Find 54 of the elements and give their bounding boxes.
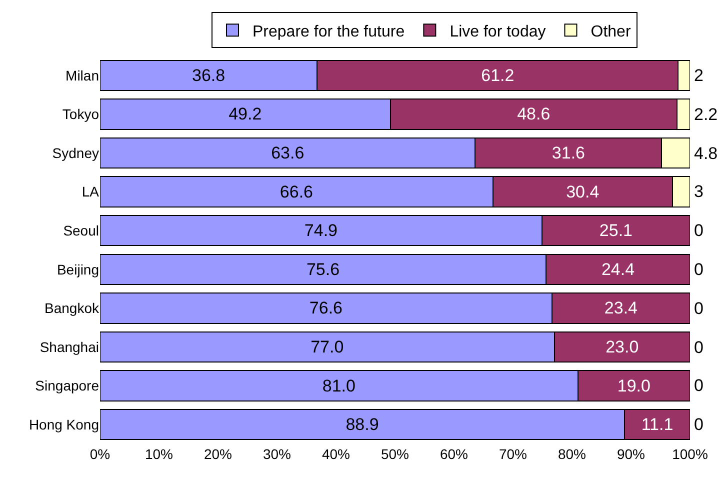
- data-label: 11.1: [641, 415, 674, 434]
- data-label: 88.9: [346, 415, 379, 434]
- data-label: 77.0: [310, 338, 344, 356]
- data-label: 0: [694, 376, 704, 395]
- y-tick-label: Sydney: [52, 144, 99, 161]
- data-label: 0: [694, 221, 704, 240]
- data-label: 61.2: [481, 66, 514, 85]
- data-label: 23.0: [606, 338, 639, 356]
- data-label: 2.2: [694, 105, 718, 124]
- x-tick-label: 20%: [204, 446, 232, 462]
- y-tick-label: LA: [82, 184, 100, 200]
- x-tick-label: 40%: [322, 446, 350, 462]
- x-tick-label: 10%: [144, 446, 174, 462]
- x-tick-label: 60%: [440, 446, 468, 462]
- data-label: 23.4: [604, 298, 638, 318]
- data-label: 36.8: [192, 66, 226, 85]
- data-label: 75.6: [306, 260, 340, 279]
- data-label: 74.9: [304, 221, 338, 240]
- data-label: 48.6: [517, 104, 550, 124]
- y-tick-label: Beijing: [56, 261, 99, 278]
- data-label: 81.0: [322, 376, 356, 396]
- data-label: 31.6: [552, 144, 586, 162]
- y-tick-label: Hong Kong: [28, 416, 99, 432]
- data-label: 0: [694, 415, 704, 434]
- data-label: 0: [694, 338, 704, 357]
- data-label: 4.8: [694, 144, 718, 163]
- x-tick-label: 50%: [380, 446, 410, 462]
- x-tick-label: 0%: [90, 446, 110, 462]
- y-tick-label: Seoul: [63, 222, 99, 238]
- x-tick-label: 100%: [672, 446, 708, 462]
- data-label: 66.6: [280, 182, 314, 202]
- x-tick-label: 30%: [262, 446, 292, 462]
- legend-label: Live for today: [450, 23, 546, 40]
- data-label: 3: [694, 182, 704, 201]
- x-tick-label: 90%: [616, 446, 646, 462]
- data-label: 0: [694, 260, 704, 279]
- y-tick-label: Bangkok: [44, 300, 100, 316]
- x-tick-label: 70%: [498, 446, 528, 462]
- data-label: 0: [694, 299, 704, 318]
- y-tick-label: Milan: [66, 67, 99, 84]
- data-label: 49.2: [228, 104, 262, 124]
- data-label: 2: [694, 66, 704, 85]
- y-tick-label: Singapore: [35, 378, 100, 394]
- data-label: 30.4: [566, 182, 600, 202]
- data-label: 24.4: [601, 260, 635, 279]
- data-label: 25.1: [599, 221, 632, 240]
- legend-label: Other: [590, 23, 632, 40]
- data-label: 63.6: [271, 144, 304, 162]
- x-tick-label: 80%: [558, 446, 586, 462]
- y-tick-label: Shanghai: [40, 338, 99, 355]
- data-label: 19.0: [617, 376, 650, 396]
- y-tick-label: Tokyo: [62, 106, 100, 122]
- data-label: 76.6: [309, 298, 343, 318]
- legend-label: Prepare for the future: [252, 23, 405, 40]
